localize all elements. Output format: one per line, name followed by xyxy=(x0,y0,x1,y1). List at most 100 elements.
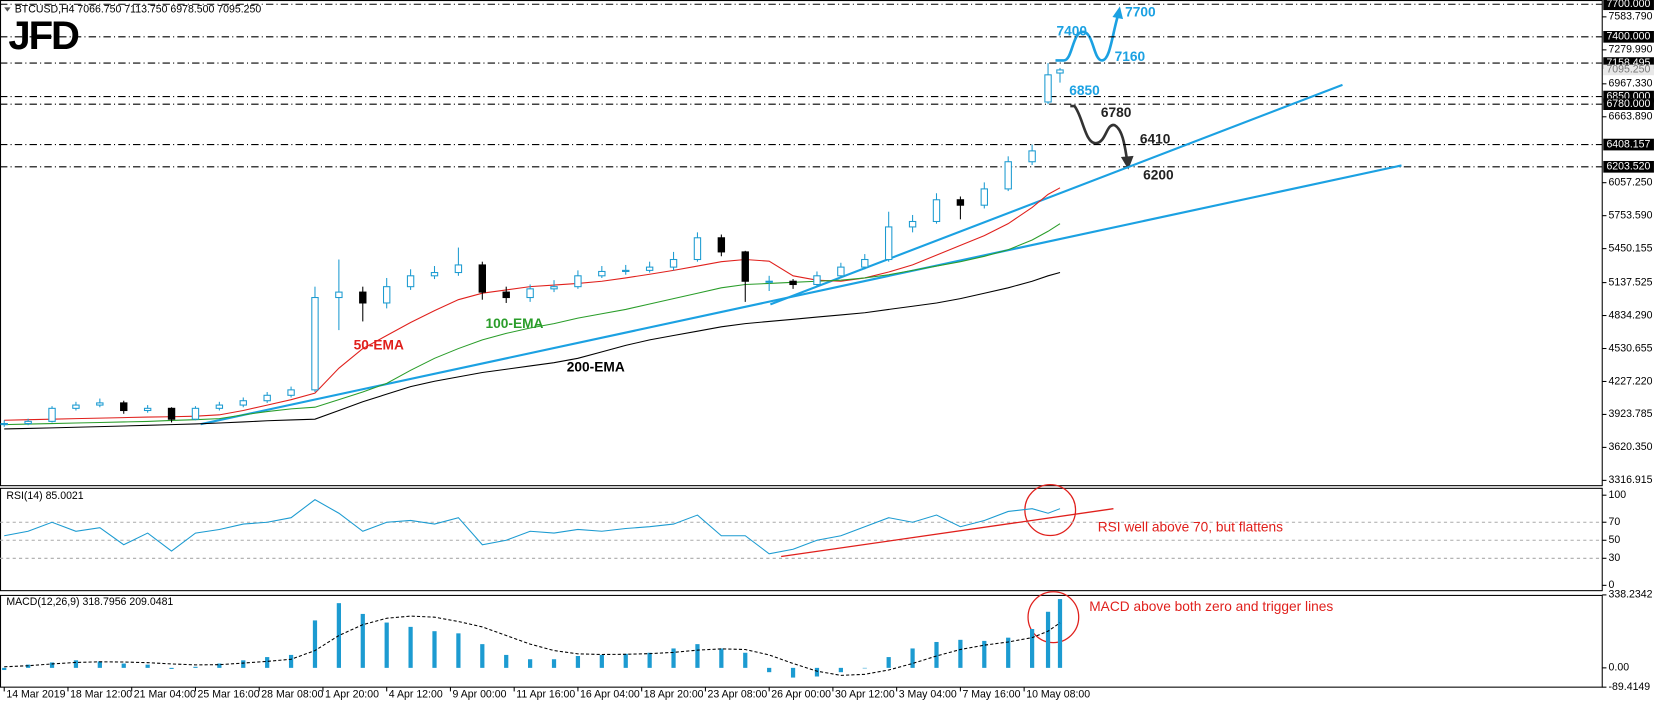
level-box xyxy=(1603,138,1654,151)
candle-body xyxy=(311,297,319,391)
macd-bar xyxy=(551,659,557,668)
y-tick-label: 5450.155 xyxy=(1609,242,1653,254)
candle-body xyxy=(48,407,56,422)
macd-bar xyxy=(1029,629,1035,668)
x-tick-label: 26 Apr 00:00 xyxy=(771,688,831,700)
macd-bar xyxy=(73,660,79,668)
candle-body xyxy=(837,266,845,277)
candle-body xyxy=(120,402,128,412)
level-box xyxy=(1603,0,1654,11)
candle-body xyxy=(96,402,104,406)
candle-body xyxy=(478,264,487,293)
candle-body xyxy=(550,286,558,290)
candle-body xyxy=(263,394,271,402)
y-tick-label: 5753.590 xyxy=(1609,209,1653,221)
candle-body xyxy=(1004,161,1012,190)
y-tick-label: 4530.655 xyxy=(1609,342,1653,354)
candle-body xyxy=(932,199,941,223)
macd-bar xyxy=(862,667,867,669)
macd-bar xyxy=(432,631,437,668)
candle-body xyxy=(287,389,295,396)
rsi-frame xyxy=(0,487,1603,592)
candle-body xyxy=(1028,150,1036,163)
macd-bar xyxy=(671,648,676,668)
candle-body xyxy=(239,400,247,406)
candle-body xyxy=(359,291,367,304)
ema-line xyxy=(4,223,1061,426)
level-label: 6780.000 xyxy=(1606,98,1650,110)
x-tick-label: 10 May 08:00 xyxy=(1026,688,1090,700)
candle-body xyxy=(813,275,821,286)
level-label: 7400.000 xyxy=(1606,31,1650,43)
macd-bar xyxy=(623,653,628,668)
x-tick-label: 25 Mar 16:00 xyxy=(198,688,260,700)
macd-bar xyxy=(145,664,150,668)
candle-body xyxy=(406,275,415,288)
macd-bar xyxy=(480,644,485,668)
macd-bar xyxy=(695,644,700,668)
macd-bar xyxy=(241,660,246,668)
candle-body xyxy=(382,286,391,304)
macd-bar xyxy=(958,639,963,668)
candle-body xyxy=(741,251,749,282)
macd-bar xyxy=(49,662,55,668)
candle-body xyxy=(1044,74,1052,103)
macd-bar xyxy=(193,666,198,668)
rsi-note: RSI well above 70, but flattens xyxy=(1098,520,1283,535)
scenario-label: 7160 xyxy=(1115,49,1146,64)
y-tick-label: 7583.790 xyxy=(1609,11,1653,23)
macd-bar xyxy=(169,667,174,669)
trendline xyxy=(781,508,1114,558)
scenario-label: 6200 xyxy=(1143,168,1174,183)
macd-bar xyxy=(288,654,294,668)
level-label: 6203.520 xyxy=(1606,161,1650,173)
macd-bar xyxy=(719,648,724,668)
x-tick-label: 7 May 16:00 xyxy=(963,688,1021,700)
macd-bar xyxy=(886,657,891,668)
macd-bar xyxy=(528,659,533,668)
y-tick-label: 6057.250 xyxy=(1609,176,1653,188)
macd-bar xyxy=(743,652,748,668)
candle-body xyxy=(167,407,176,420)
x-tick-label: 3 May 04:00 xyxy=(899,688,957,700)
signal-line xyxy=(4,615,1061,676)
macd-bar xyxy=(504,654,509,668)
bull-arrowhead xyxy=(1112,6,1124,20)
x-tick-label: 1 Apr 20:00 xyxy=(325,688,379,700)
logo: JFD xyxy=(8,13,79,58)
ema-line xyxy=(4,272,1061,430)
macd-bar xyxy=(1045,611,1051,668)
candle-body xyxy=(765,280,773,283)
y-tick-label: 50 xyxy=(1609,534,1621,546)
macd-bar xyxy=(814,667,820,677)
candle-body xyxy=(884,226,893,261)
y-tick-label: 4834.290 xyxy=(1609,309,1653,321)
macd-bar xyxy=(1006,637,1011,668)
y-tick-label: 100 xyxy=(1609,489,1627,501)
macd-frame xyxy=(0,594,1603,688)
y-tick-label: 4227.220 xyxy=(1609,375,1653,387)
candle-body xyxy=(143,407,152,412)
candle-body xyxy=(645,266,654,271)
candle-body xyxy=(191,407,200,420)
ema-line xyxy=(4,187,1061,421)
price-title: BTCUSD,H4 7066.750 7113.750 6978.500 709… xyxy=(15,3,262,15)
y-tick-label: 0.00 xyxy=(1609,662,1630,674)
level-box xyxy=(1603,57,1654,69)
y-tick-label: 338.2342 xyxy=(1609,589,1653,601)
macd-bar xyxy=(599,654,604,668)
x-tick-label: 4 Apr 12:00 xyxy=(389,688,443,700)
x-tick-label: 18 Mar 12:00 xyxy=(70,688,132,700)
candle-body xyxy=(72,404,80,409)
y-tick-label: 5137.525 xyxy=(1609,276,1653,288)
ema-label: 200-EMA xyxy=(567,360,625,375)
bull-scenario-arrow xyxy=(1055,12,1121,62)
macd-bar xyxy=(217,663,222,668)
candle-body xyxy=(717,237,726,253)
y-tick-label: 0 xyxy=(1609,579,1615,591)
menu-icon xyxy=(4,7,11,12)
candle-body xyxy=(622,269,630,272)
macd-highlight xyxy=(1027,591,1080,644)
x-tick-label: 30 Apr 12:00 xyxy=(835,688,895,700)
